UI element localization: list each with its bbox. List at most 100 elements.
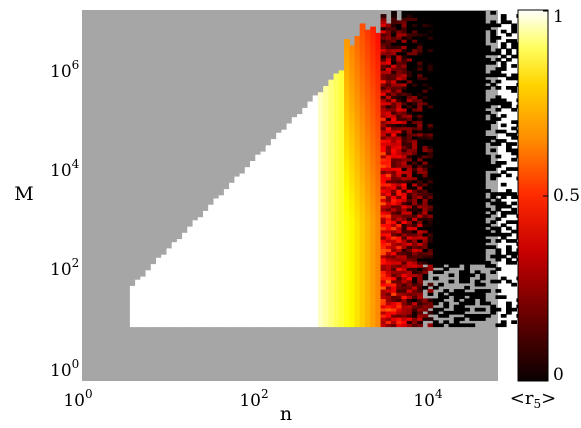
heatmap-cell-2606	[375, 39, 382, 43]
heatmap-cell-4281	[469, 126, 476, 131]
heatmap-cell-2796	[385, 51, 392, 56]
heatmap-cell-2682	[380, 95, 387, 100]
heatmap-cell-1738	[328, 235, 335, 240]
heatmap-cell-1552	[312, 111, 319, 115]
heatmap-cell-1354	[302, 285, 309, 290]
heatmap-cell-2970	[396, 126, 403, 131]
heatmap-cell-895	[260, 161, 267, 165]
heatmap-cell-3543	[427, 164, 434, 168]
heatmap-cell-4203	[464, 92, 470, 96]
heatmap-cell-4709	[511, 132, 517, 137]
heatmap-cell-3825	[443, 126, 450, 131]
heatmap-cell-3607	[432, 248, 439, 253]
heatmap-cell-1368	[302, 242, 309, 246]
heatmap-cell-3525	[427, 220, 434, 224]
heatmap-cell-654	[239, 264, 246, 268]
heatmap-cell-511	[223, 279, 230, 284]
heatmap-cell-4405	[474, 20, 481, 25]
heatmap-cell-871	[260, 235, 267, 240]
heatmap-cell-4687	[506, 32, 512, 37]
heatmap-cell-1284	[297, 292, 303, 296]
heatmap-cell-4213	[464, 61, 470, 65]
heatmap-cell-3580	[427, 48, 434, 53]
heatmap-cell-205	[176, 242, 183, 246]
heatmap-cell-3460	[422, 136, 429, 140]
heatmap-cell-4385	[474, 82, 481, 87]
heatmap-cell-3039	[401, 217, 408, 221]
heatmap-cell-4631	[500, 201, 507, 206]
x-tick-label-0: 100	[63, 387, 92, 411]
heatmap-cell-1281	[297, 301, 303, 306]
heatmap-cell-1700	[323, 114, 329, 118]
heatmap-cell-2749	[385, 198, 392, 203]
heatmap-cell-251	[187, 279, 194, 284]
heatmap-cell-586	[229, 182, 235, 187]
heatmap-cell-2826	[391, 260, 397, 265]
heatmap-cell-1692	[323, 139, 329, 143]
heatmap-cell-465	[218, 292, 225, 296]
heatmap-cell-343	[203, 307, 209, 312]
heatmap-cell-1275	[297, 320, 303, 324]
heatmap-cell-1068	[276, 164, 282, 168]
heatmap-cell-786	[250, 164, 256, 168]
heatmap-cell-3520	[427, 235, 434, 240]
heatmap-cell-2394	[365, 104, 371, 109]
heatmap-cell-777	[250, 192, 256, 196]
heatmap-cell-2561	[375, 179, 382, 184]
heatmap-cell-3205	[406, 14, 413, 18]
heatmap-cell-3199	[406, 32, 413, 37]
heatmap-cell-755	[250, 260, 256, 265]
heatmap-cell-664	[239, 232, 246, 237]
heatmap-cell-647	[239, 285, 246, 290]
heatmap-cell-1766	[328, 148, 335, 153]
heatmap-cell-4530	[485, 73, 491, 78]
heatmap-cell-176	[171, 248, 178, 253]
heatmap-cell-3671	[432, 48, 439, 53]
heatmap-cell-1716	[328, 304, 335, 309]
heatmap-cell-2933	[396, 242, 403, 246]
heatmap-cell-2440	[370, 257, 376, 262]
heatmap-cell-4615	[495, 51, 502, 56]
heatmap-cell-3045	[401, 198, 408, 203]
heatmap-cell-3560	[427, 111, 434, 115]
heatmap-cell-2388	[365, 123, 371, 128]
heatmap-cell-2482	[370, 126, 376, 131]
heatmap-cell-1311	[297, 207, 303, 212]
heatmap-cell-2415	[365, 39, 371, 43]
heatmap-cell-2683	[380, 92, 387, 96]
heatmap-cell-1403	[302, 132, 309, 137]
heatmap-cell-2668	[380, 139, 387, 143]
heatmap-cell-608	[234, 257, 241, 262]
heatmap-cell-121	[161, 270, 167, 274]
heatmap-cell-1347	[302, 307, 309, 312]
heatmap-cell-4535	[485, 45, 491, 50]
heatmap-cell-1933	[338, 126, 345, 131]
heatmap-cell-3743	[438, 104, 444, 109]
heatmap-cell-1866	[333, 82, 340, 87]
heatmap-cell-3270	[412, 126, 418, 131]
heatmap-cell-1515	[312, 226, 319, 231]
heatmap-cell-4364	[474, 148, 481, 153]
heatmap-cell-1319	[297, 182, 303, 187]
heatmap-cell-4538	[490, 310, 497, 315]
heatmap-cell-992	[270, 214, 277, 218]
heatmap-cell-902	[265, 314, 272, 318]
heatmap-cell-2647	[380, 204, 387, 209]
heatmap-cell-3044	[401, 201, 408, 206]
heatmap-cell-3701	[438, 235, 444, 240]
heatmap-cell-2435	[370, 273, 376, 278]
heatmap-cell-321	[197, 267, 204, 271]
heatmap-cell-1485	[312, 320, 319, 324]
heatmap-cell-2045	[349, 320, 356, 324]
heatmap-cell-4145	[464, 273, 470, 278]
heatmap-cell-2801	[385, 36, 392, 40]
heatmap-cell-624	[234, 207, 241, 212]
heatmap-cell-4013	[453, 98, 460, 103]
heatmap-cell-544	[229, 314, 235, 318]
heatmap-cell-1915	[338, 182, 345, 187]
heatmap-cell-1433	[307, 257, 314, 262]
heatmap-cell-3571	[427, 76, 434, 81]
heatmap-cell-4508	[485, 232, 491, 237]
heatmap-cell-1127	[281, 173, 288, 178]
heatmap-cell-2752	[385, 189, 392, 193]
